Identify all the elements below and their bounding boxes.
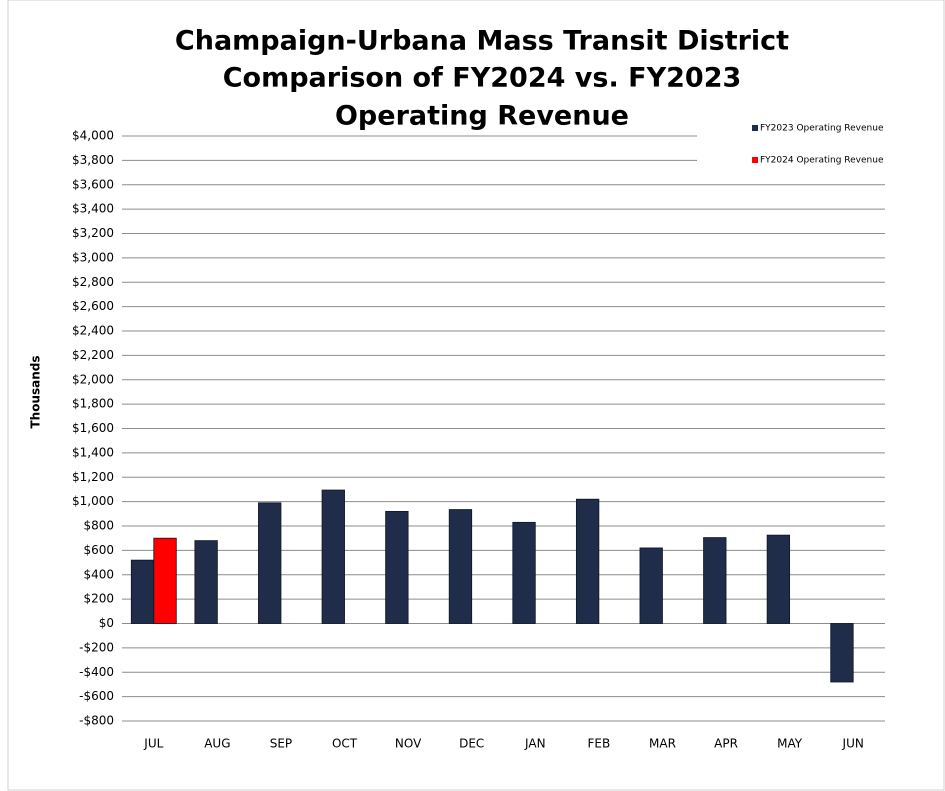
bar [385,510,409,624]
y-tick-label: $1,600 [72,421,114,435]
legend-label: FY2023 Operating Revenue [760,124,884,134]
y-tick-label: $2,200 [72,348,114,362]
y-tick-label: -$800 [79,714,114,728]
y-tick-label: $800 [83,519,114,533]
chart-title: Operating Revenue [335,101,629,132]
bar [703,537,727,624]
x-tick-label: JUN [842,737,864,751]
x-tick-label: NOV [395,737,422,751]
chart-title: Champaign-Urbana Mass Transit District [175,26,789,57]
bar [321,489,345,624]
y-tick-label: $1,200 [72,470,114,484]
y-tick-label: $3,800 [72,153,114,167]
x-tick-label: DEC [459,737,484,751]
bar [194,540,218,624]
bar [766,534,791,624]
x-tick-label: AUG [204,737,230,751]
bar [448,509,473,624]
chart-title: Comparison of FY2024 vs. FY2023 [223,63,742,94]
y-tick-label: $600 [83,543,114,557]
chart-frame [7,0,945,791]
legend: FY2023 Operating Revenue FY2024 Operating… [752,124,884,166]
y-tick-label: $2,000 [72,372,114,386]
bar [130,559,155,624]
grid: -$800 -$600 -$400 -$200 $0 $200 $400 $600 $800 $1… [72,129,885,728]
bars: JUL AUG SEP OCT NOV DEC JAN FEB MAR APR MAY JUN [130,489,864,751]
bar [153,537,177,624]
y-tick-label: $3,600 [72,177,114,191]
y-tick-label: $3,000 [72,250,114,264]
y-tick-label: $1,400 [72,445,114,459]
x-tick-label: OCT [332,737,358,751]
y-tick-label: $1,000 [72,494,114,508]
y-tick-label: $200 [83,592,114,606]
x-tick-label: MAR [649,737,676,751]
legend-swatch [752,157,758,163]
y-tick-label: -$200 [79,640,114,654]
bar [830,623,854,683]
x-tick-label: SEP [270,737,292,751]
bar [575,498,600,624]
x-tick-label: APR [714,737,738,751]
y-tick-label: -$400 [79,665,114,679]
x-tick-label: JAN [524,737,546,751]
y-tick-label: $2,400 [72,324,114,338]
legend-label: FY2024 Operating Revenue [760,156,884,166]
bar [639,547,663,624]
x-tick-label: FEB [588,737,611,751]
x-tick-label: MAY [777,737,803,751]
y-tick-label: $3,200 [72,226,114,240]
y-tick-label: $1,800 [72,397,114,411]
y-tick-label: $3,400 [72,202,114,216]
y-tick-label: $2,800 [72,275,114,289]
y-tick-label: $4,000 [72,129,114,143]
y-tick-label: $2,600 [72,299,114,313]
y-tick-label: $0 [99,616,114,630]
legend-swatch [752,125,758,131]
x-tick-label: JUL [143,737,163,751]
y-axis-label: Thousands [29,355,43,428]
y-tick-label: -$600 [79,689,114,703]
y-tick-label: $400 [83,567,114,581]
bar [258,502,282,624]
bar [512,521,536,624]
